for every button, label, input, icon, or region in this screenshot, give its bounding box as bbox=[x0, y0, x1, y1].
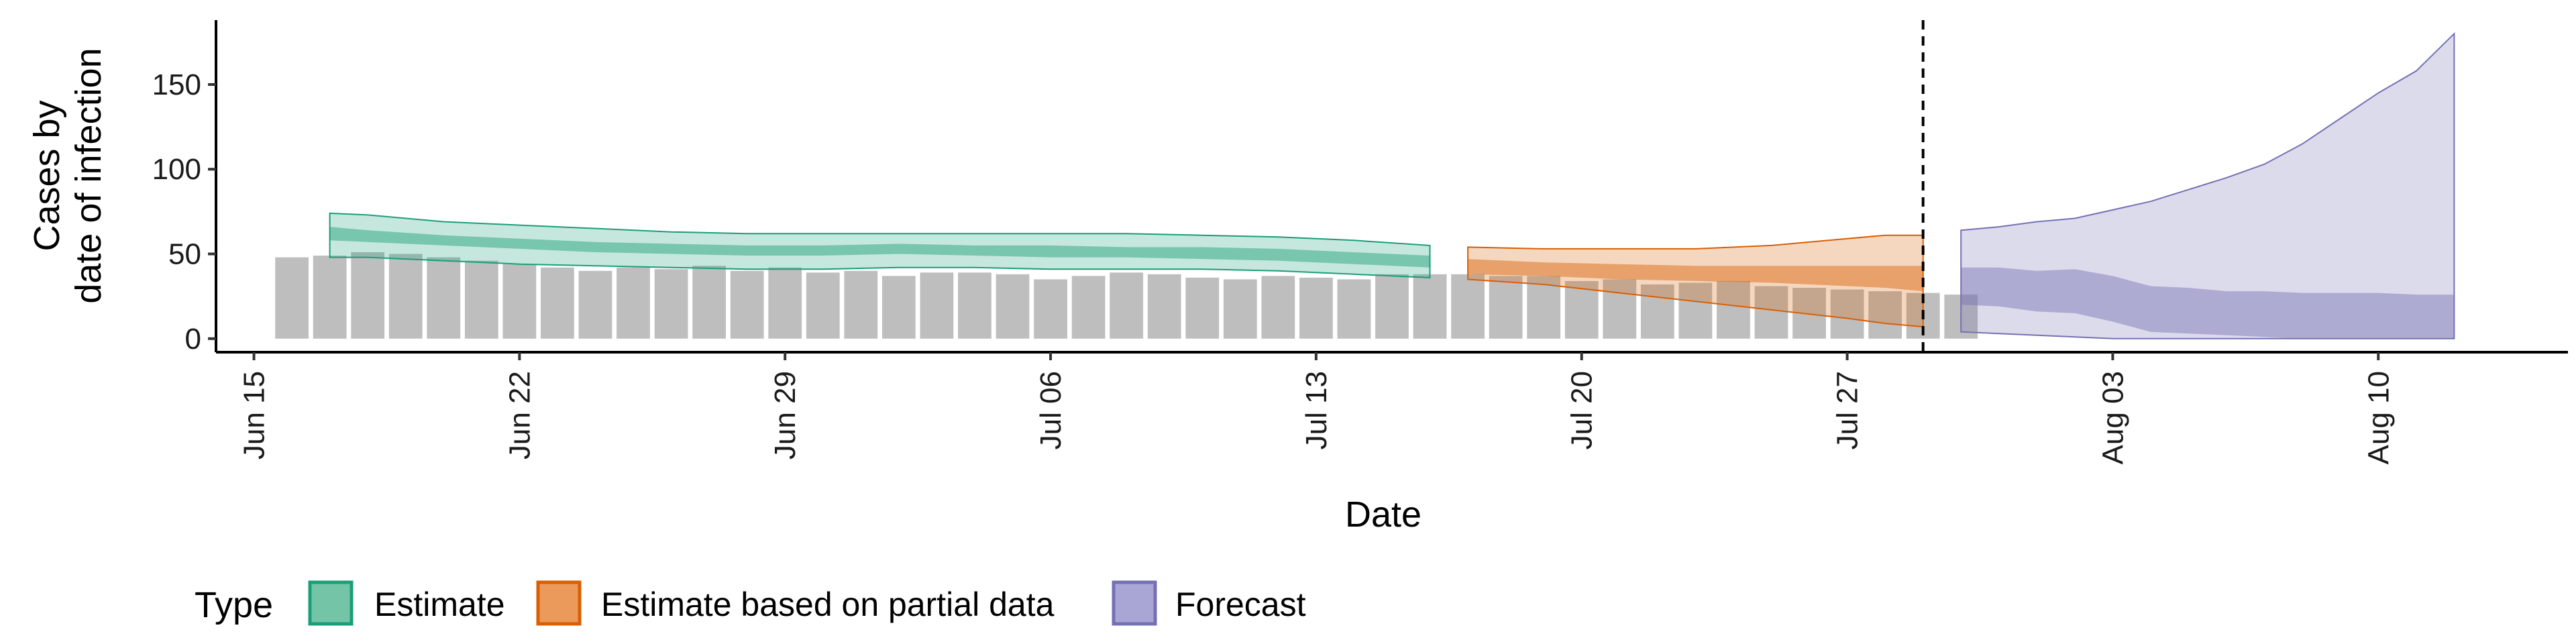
case-bar bbox=[578, 270, 612, 339]
series-estimate bbox=[329, 212, 1431, 278]
case-bar bbox=[844, 270, 878, 339]
case-bar bbox=[1489, 276, 1523, 339]
case-bar bbox=[427, 257, 461, 339]
case-bar bbox=[730, 270, 764, 339]
case-bar bbox=[1261, 276, 1295, 339]
case-bar bbox=[1185, 277, 1220, 339]
case-bar bbox=[502, 264, 537, 339]
case-bar bbox=[881, 276, 916, 339]
case-bar bbox=[351, 252, 385, 339]
estimate-outer-band bbox=[329, 212, 1431, 278]
legend-key-partial bbox=[536, 580, 582, 626]
x-tick-label: Jun 22 bbox=[503, 371, 536, 460]
case-bar bbox=[1640, 284, 1674, 339]
x-tick-label: Aug 10 bbox=[2362, 371, 2395, 464]
case-bar bbox=[768, 267, 802, 339]
case-bar bbox=[541, 267, 574, 339]
case-bar bbox=[654, 269, 688, 339]
case-bar bbox=[1603, 279, 1637, 339]
x-tick-label: Aug 03 bbox=[2096, 371, 2129, 464]
legend-key-estimate bbox=[308, 580, 354, 626]
x-tick-label: Jun 15 bbox=[238, 371, 271, 460]
case-bar bbox=[1868, 291, 1902, 339]
case-bar bbox=[1223, 279, 1257, 339]
y-axis-title-line-1: Cases by bbox=[27, 100, 67, 251]
case-bar bbox=[1110, 272, 1144, 339]
x-tick-label: Jul 27 bbox=[1831, 371, 1864, 449]
y-axis-ticks: 0 50 100 150 bbox=[152, 68, 216, 356]
estimate-bands bbox=[329, 32, 2455, 339]
x-tick-label: Jul 06 bbox=[1034, 371, 1067, 449]
x-tick-label: Jul 20 bbox=[1566, 371, 1599, 449]
case-bar bbox=[1071, 276, 1106, 339]
legend-label-partial: Estimate based on partial data bbox=[601, 586, 1055, 623]
y-tick-label: 100 bbox=[152, 153, 201, 186]
case-bar bbox=[920, 272, 954, 339]
x-tick-label: Jul 13 bbox=[1300, 371, 1333, 449]
y-tick-label: 150 bbox=[152, 68, 201, 101]
case-bar bbox=[1830, 289, 1864, 339]
case-bar bbox=[1451, 274, 1485, 339]
y-tick-label: 0 bbox=[185, 323, 201, 356]
case-bar bbox=[1337, 279, 1371, 339]
legend-key-forecast bbox=[1112, 580, 1157, 626]
case-bar bbox=[1678, 282, 1713, 339]
case-bar bbox=[1413, 274, 1447, 339]
case-bar bbox=[313, 256, 347, 339]
case-bar bbox=[1754, 286, 1788, 339]
y-tick-label: 50 bbox=[168, 238, 201, 271]
case-bar bbox=[388, 254, 423, 339]
case-bar bbox=[1034, 279, 1067, 339]
legend-label-estimate: Estimate bbox=[374, 586, 505, 623]
case-bar bbox=[806, 272, 840, 339]
case-bar bbox=[996, 274, 1030, 339]
case-bar bbox=[464, 260, 498, 339]
partial-inner-band bbox=[1468, 259, 1923, 292]
case-bar bbox=[1564, 280, 1599, 339]
legend-label-forecast: Forecast bbox=[1175, 586, 1306, 623]
estimate-inner-band bbox=[329, 227, 1430, 268]
case-bar bbox=[692, 266, 727, 339]
case-bar bbox=[1375, 274, 1409, 339]
legend: Type Estimate Estimate based on partial … bbox=[195, 580, 1306, 626]
series-forecast bbox=[1960, 32, 2455, 339]
case-bar bbox=[1717, 280, 1750, 339]
x-axis-ticks: Jun 15 Jun 22 Jun 29 Jul 06 Jul 13 Jul 20 Jul … bbox=[238, 352, 2395, 464]
forecast-outer-band bbox=[1960, 32, 2455, 339]
case-bar bbox=[275, 257, 309, 339]
observed-case-bars bbox=[275, 252, 1978, 339]
axes: 0 50 100 150 Jun 15 Jun 22 Jun 29 Jul 06 Jul 13… bbox=[152, 20, 2568, 464]
forecast-inner-band bbox=[1961, 267, 2455, 339]
case-bar bbox=[616, 267, 650, 339]
series-partial bbox=[1467, 234, 1924, 328]
x-axis-title: Date bbox=[1345, 494, 1421, 535]
y-axis-title-line-2: date of infection bbox=[68, 48, 109, 303]
case-bar bbox=[958, 272, 991, 339]
legend-title: Type bbox=[195, 585, 273, 625]
case-bar bbox=[1527, 276, 1561, 339]
x-tick-label: Jun 29 bbox=[769, 371, 802, 460]
case-bar bbox=[1147, 274, 1181, 339]
case-bar bbox=[1299, 277, 1333, 339]
